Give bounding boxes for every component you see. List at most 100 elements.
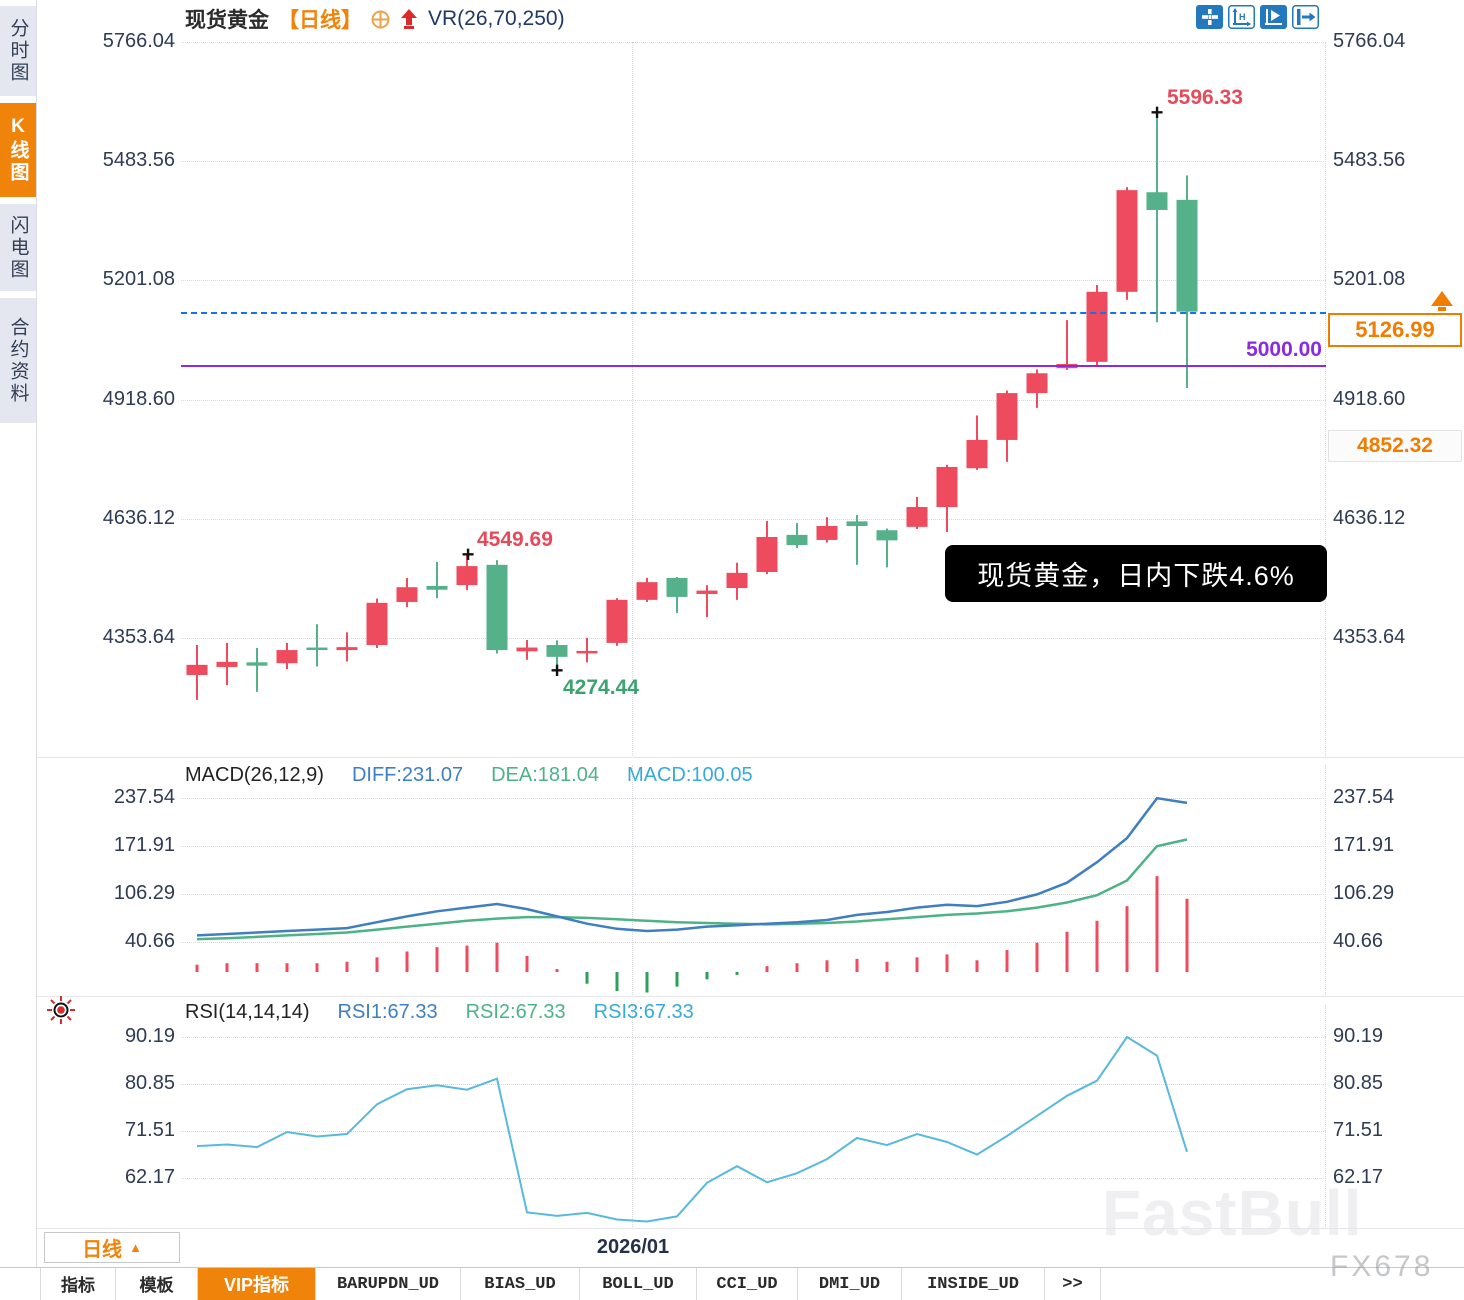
macd-title: MACD(26,12,9) (185, 764, 324, 786)
high-price-annotation: 5596.33 (1167, 86, 1243, 109)
period-selector[interactable]: 日线 ▲ (44, 1232, 180, 1263)
macd-tick-left: 171.91 (113, 834, 175, 856)
gridline (181, 519, 1326, 520)
price-tick-right: 4636.12 (1333, 507, 1406, 529)
rsi2-value: RSI2:67.33 (465, 1001, 566, 1023)
price-tick-right: 5766.04 (1333, 30, 1406, 52)
rsi3-value: RSI3:67.33 (593, 1001, 694, 1023)
hline-value-label: 5000.00 (1246, 338, 1322, 361)
macd-tick-right: 106.29 (1333, 882, 1395, 904)
price-tick-right: 4353.64 (1333, 626, 1406, 648)
bottom-tab-[interactable]: 模板 (116, 1268, 198, 1300)
swing-high-marker-cross: + (461, 542, 475, 567)
bottom-tab-barupdn_ud[interactable]: BARUPDN_UD (316, 1268, 461, 1300)
rsi-tick-right: 71.51 (1333, 1119, 1384, 1141)
macd-tick-right: 40.66 (1333, 930, 1384, 952)
rsi-tick-left: 90.19 (124, 1025, 175, 1047)
collapse-panel-icon[interactable] (1292, 5, 1319, 29)
caret-up-icon: ▲ (129, 1240, 142, 1255)
rsi-title: RSI(14,14,14) (185, 1001, 310, 1023)
globe-icon[interactable] (371, 10, 390, 29)
gridline (181, 846, 1326, 847)
macd-chart[interactable] (180, 760, 1326, 996)
candlestick-chart[interactable] (180, 36, 1326, 756)
indicator-tabbar: 指标 模板 VIP指标 BARUPDN_UD BIAS_UD BOLL_UD CCI_UD D… (0, 1267, 1464, 1300)
price-tick-left: 4636.12 (102, 507, 175, 529)
macd-tick-left: 237.54 (113, 786, 175, 808)
gridline (181, 638, 1326, 639)
price-tick-left: 5483.56 (102, 149, 175, 171)
pan-icon[interactable] (1196, 5, 1223, 29)
sidebar-item-kline[interactable]: K线图 (0, 103, 36, 197)
rsi1-value: RSI1:67.33 (337, 1001, 438, 1023)
chart-header: 现货黄金 【日线】 VR(26,70,250) (185, 5, 565, 33)
divider-macd-rsi (37, 996, 1464, 997)
rsi-tick-right: 90.19 (1333, 1025, 1384, 1047)
gridline-vertical (632, 1005, 633, 1227)
up-arrow-icon (399, 8, 419, 30)
gridline-vertical (1325, 1005, 1326, 1227)
current-price-line (181, 312, 1326, 314)
rsi-tick-right: 62.17 (1333, 1166, 1384, 1188)
period-label: 【日线】 (278, 9, 362, 32)
price-tick-right: 5201.08 (1333, 268, 1406, 290)
rsi-tick-left: 62.17 (124, 1166, 175, 1188)
hot-indicator-icon[interactable] (46, 995, 76, 1030)
auto-fit-icon[interactable] (1260, 5, 1287, 29)
rsi-tick-left: 71.51 (124, 1119, 175, 1141)
gridline-vertical (632, 765, 633, 995)
secondary-price-tag: 4852.32 (1328, 430, 1462, 462)
watermark-sub: FX678 (1330, 1250, 1434, 1283)
gridline (181, 400, 1326, 401)
chart-tooltip: 现货黄金，日内下跌4.6% (945, 545, 1327, 602)
bottom-tab-inside_ud[interactable]: INSIDE_UD (902, 1268, 1045, 1300)
gridline (181, 894, 1326, 895)
bottom-tab-vip[interactable]: VIP指标 (198, 1268, 316, 1300)
bottom-tab-[interactable]: 指标 (41, 1268, 116, 1300)
swing-high-annotation: 4549.69 (477, 528, 553, 551)
bottom-tab-dmi_ud[interactable]: DMI_UD (798, 1268, 902, 1300)
gridline (181, 42, 1326, 43)
macd-diff-value: DIFF:231.07 (351, 764, 464, 786)
price-tick-left: 5766.04 (102, 30, 175, 52)
study-label: VR(26,70,250) (428, 7, 565, 30)
period-selector-label: 日线 (82, 1239, 123, 1261)
left-sidebar: 分时图 K线图 闪电图 合约资料 (0, 0, 37, 1300)
gridline (181, 1178, 1326, 1179)
sidebar-item-lightning[interactable]: 闪电图 (0, 204, 36, 291)
price-tick-left: 4918.60 (102, 388, 175, 410)
bottom-tab-cci_ud[interactable]: CCI_UD (697, 1268, 798, 1300)
sidebar-item-timeshare[interactable]: 分时图 (0, 6, 36, 96)
high-marker-cross: + (1150, 100, 1164, 125)
bottom-tab-[interactable]: >> (1045, 1268, 1101, 1300)
rsi-tick-left: 80.85 (124, 1072, 175, 1094)
macd-tick-left: 106.29 (113, 882, 175, 904)
rsi-tick-right: 80.85 (1333, 1072, 1384, 1094)
price-alert-icon[interactable] (1427, 289, 1457, 318)
sidebar-item-contract-info[interactable]: 合约资料 (0, 298, 36, 423)
swing-low-annotation: 4274.44 (563, 676, 639, 699)
gridline (181, 798, 1326, 799)
axis-range-icon[interactable]: H (1228, 5, 1255, 29)
gridline (181, 1037, 1326, 1038)
date-axis-label: 2026/01 (596, 1236, 670, 1258)
bottom-tab-bias_ud[interactable]: BIAS_UD (461, 1268, 580, 1300)
gridline-vertical (1325, 765, 1326, 995)
chart-toolbar: H (1196, 5, 1319, 29)
price-tick-right: 4918.60 (1333, 388, 1406, 410)
macd-tick-right: 237.54 (1333, 786, 1395, 808)
price-tick-left: 4353.64 (102, 626, 175, 648)
macd-tick-right: 171.91 (1333, 834, 1395, 856)
price-tick-left: 5201.08 (102, 268, 175, 290)
bottom-tab-boll_ud[interactable]: BOLL_UD (580, 1268, 697, 1300)
macd-header: MACD(26,12,9) DIFF:231.07 DEA:181.04 MAC… (185, 764, 753, 787)
svg-text:H: H (1239, 12, 1246, 22)
rsi-chart[interactable] (180, 1000, 1326, 1228)
symbol-title: 现货黄金 (185, 9, 269, 32)
horizontal-line-5000[interactable] (181, 365, 1326, 367)
gridline (181, 942, 1326, 943)
swing-low-marker-cross: + (550, 658, 564, 683)
gridline-vertical (632, 42, 633, 756)
divider-candle-macd (37, 757, 1464, 758)
current-price-tag: 5126.99 (1328, 313, 1462, 347)
